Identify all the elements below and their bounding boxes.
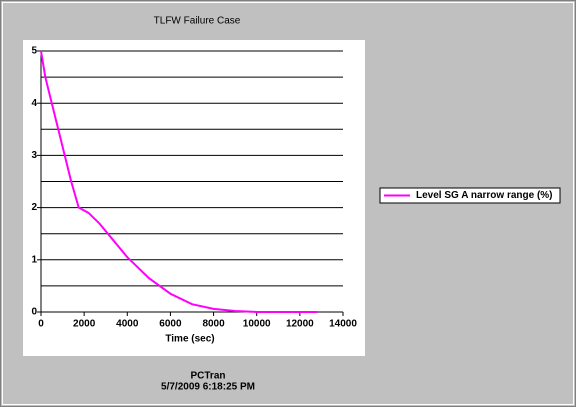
x-tick-label: 14000 xyxy=(329,319,357,330)
x-tick-label: 2000 xyxy=(73,319,96,330)
chart-title: TLFW Failure Case xyxy=(154,16,241,27)
y-tick-label: 3 xyxy=(31,150,37,161)
x-axis-label: Time (sec) xyxy=(165,334,214,345)
x-tick-label: 8000 xyxy=(202,319,225,330)
x-tick-label: 6000 xyxy=(159,319,182,330)
footer-text: 5/7/2009 6:18:25 PM xyxy=(161,382,255,393)
x-tick-label: 10000 xyxy=(243,319,271,330)
y-tick-label: 0 xyxy=(31,307,37,318)
y-tick-label: 4 xyxy=(31,98,37,109)
x-tick-label: 0 xyxy=(38,319,44,330)
y-tick-label: 1 xyxy=(31,254,37,265)
legend-label: Level SG A narrow range (%) xyxy=(416,190,553,201)
y-tick-label: 2 xyxy=(31,202,37,213)
data-line xyxy=(40,50,318,313)
footer-text: PCTran xyxy=(190,371,225,382)
x-tick-label: 4000 xyxy=(116,319,139,330)
plot-area xyxy=(23,40,365,356)
x-tick-label: 12000 xyxy=(286,319,314,330)
legend-box xyxy=(379,187,561,204)
y-tick-label: 5 xyxy=(31,46,37,57)
